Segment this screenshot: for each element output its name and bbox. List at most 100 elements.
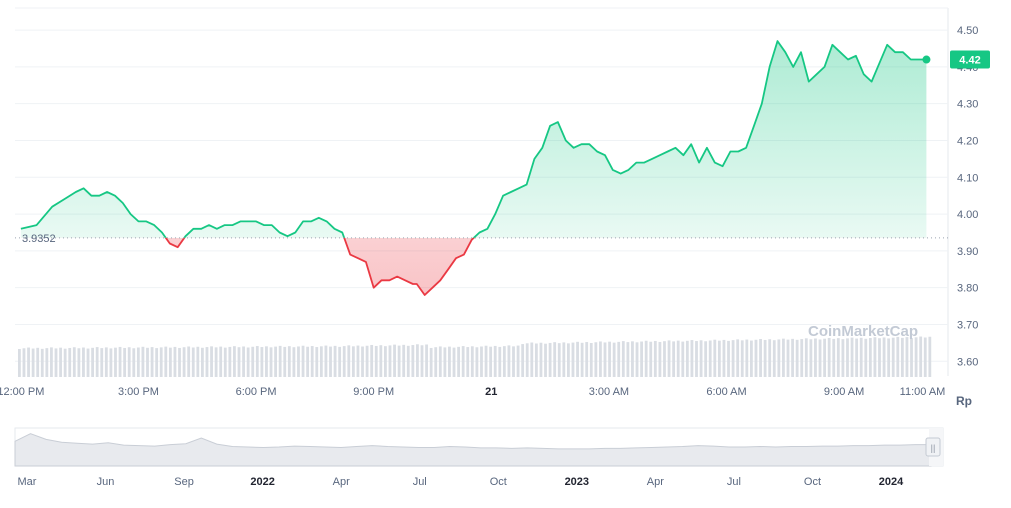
volume-bar [251, 346, 255, 377]
navigator-label: Apr [647, 476, 664, 488]
volume-bar [525, 343, 529, 377]
volume-bar [406, 345, 410, 377]
volume-bar [95, 347, 99, 377]
x-tick-label: 9:00 PM [353, 386, 394, 398]
volume-bar [173, 346, 177, 377]
volume-bar [127, 347, 131, 377]
volume-bar [498, 346, 502, 377]
volume-bar [196, 346, 200, 377]
volume-bar [466, 347, 470, 377]
volume-bar [269, 347, 273, 377]
volume-bar [260, 347, 264, 377]
volume-bar [681, 341, 685, 377]
volume-bar [45, 348, 49, 377]
current-price-label: 4.42 [959, 55, 980, 67]
y-tick-label: 4.50 [957, 25, 978, 37]
volume-bar [68, 347, 72, 377]
volume-bar [530, 342, 534, 377]
range-navigator[interactable]: || Mar Jun Sep 2022 Apr Jul Oct 2023 Apr Jul Oct 202… [14, 427, 944, 488]
volume-bar [457, 346, 460, 377]
volume-bar [603, 342, 607, 377]
volume-bar [319, 346, 323, 377]
volume-bar [690, 340, 694, 377]
volume-bar [502, 346, 506, 377]
volume-bar [855, 338, 859, 377]
navigator-label: 2024 [879, 476, 904, 488]
volume-bar [731, 340, 735, 377]
volume-bar [635, 342, 639, 377]
volume-bar [795, 339, 799, 377]
navigator-label: Sep [174, 476, 194, 488]
volume-bars [18, 336, 932, 377]
volume-bar [722, 339, 726, 377]
volume-bar [31, 348, 35, 377]
price-line [20, 40, 927, 296]
volume-bar [480, 346, 483, 377]
volume-bar [928, 336, 932, 377]
volume-bar [653, 340, 657, 377]
volume-bar [887, 338, 891, 377]
x-tick-label: 3:00 PM [118, 386, 159, 398]
volume-bar [891, 337, 895, 377]
volume-bar [356, 345, 360, 377]
volume-bar [219, 346, 223, 377]
volume-bar [237, 347, 241, 377]
volume-bar [521, 344, 525, 377]
volume-bar [365, 345, 369, 377]
volume-bar [791, 338, 794, 377]
volume-bar [914, 337, 918, 377]
volume-bar [905, 337, 909, 377]
volume-bar [123, 347, 127, 377]
volume-bar [168, 347, 172, 377]
volume-bar [617, 341, 621, 377]
volume-bar [443, 347, 447, 377]
navigator-label: 2022 [250, 476, 274, 488]
volume-bar [649, 341, 653, 377]
volume-bar [676, 340, 680, 377]
current-price-badge [950, 50, 990, 69]
volume-bar [338, 346, 342, 377]
volume-bar [717, 340, 721, 377]
volume-bar [411, 345, 415, 377]
volume-bar [223, 347, 227, 377]
volume-bar [772, 340, 776, 377]
volume-bar [461, 346, 465, 377]
volume-bar [109, 348, 113, 377]
volume-bar [388, 345, 392, 377]
volume-bar [809, 339, 813, 377]
y-tick-label: 4.30 [957, 99, 978, 111]
volume-bar [182, 347, 186, 377]
volume-bar [255, 346, 259, 377]
volume-bar [242, 346, 245, 377]
navigator-area [14, 433, 932, 467]
volume-bar [736, 339, 740, 377]
volume-bar [713, 339, 717, 377]
current-price-dot [922, 55, 931, 64]
volume-bar [452, 347, 456, 377]
volume-bar [640, 341, 643, 377]
volume-bar [297, 346, 300, 377]
volume-bar [900, 337, 904, 377]
volume-bar [287, 346, 291, 377]
y-tick-label: 4.20 [957, 135, 978, 147]
price-area [20, 41, 927, 295]
navigator-handle[interactable] [925, 437, 941, 457]
x-tick-label: 3:00 AM [589, 386, 629, 398]
volume-bar [274, 346, 277, 377]
currency-unit-label: Rp [956, 394, 972, 408]
volume-bar [804, 338, 808, 377]
volume-bar [512, 346, 515, 377]
volume-bar [324, 345, 328, 377]
volume-bar [191, 347, 195, 377]
volume-bar [534, 343, 538, 377]
volume-bar [205, 347, 209, 377]
x-axis: 12:00 PM 3:00 PM 6:00 PM 9:00 PM 21 3:00 AM 6:… [0, 386, 945, 398]
volume-bar [306, 346, 310, 377]
volume-bar [557, 343, 561, 377]
volume-bar [201, 347, 204, 377]
volume-bar [283, 346, 287, 377]
volume-bar [429, 347, 433, 377]
volume-bar [118, 346, 122, 377]
volume-bar [539, 342, 543, 377]
